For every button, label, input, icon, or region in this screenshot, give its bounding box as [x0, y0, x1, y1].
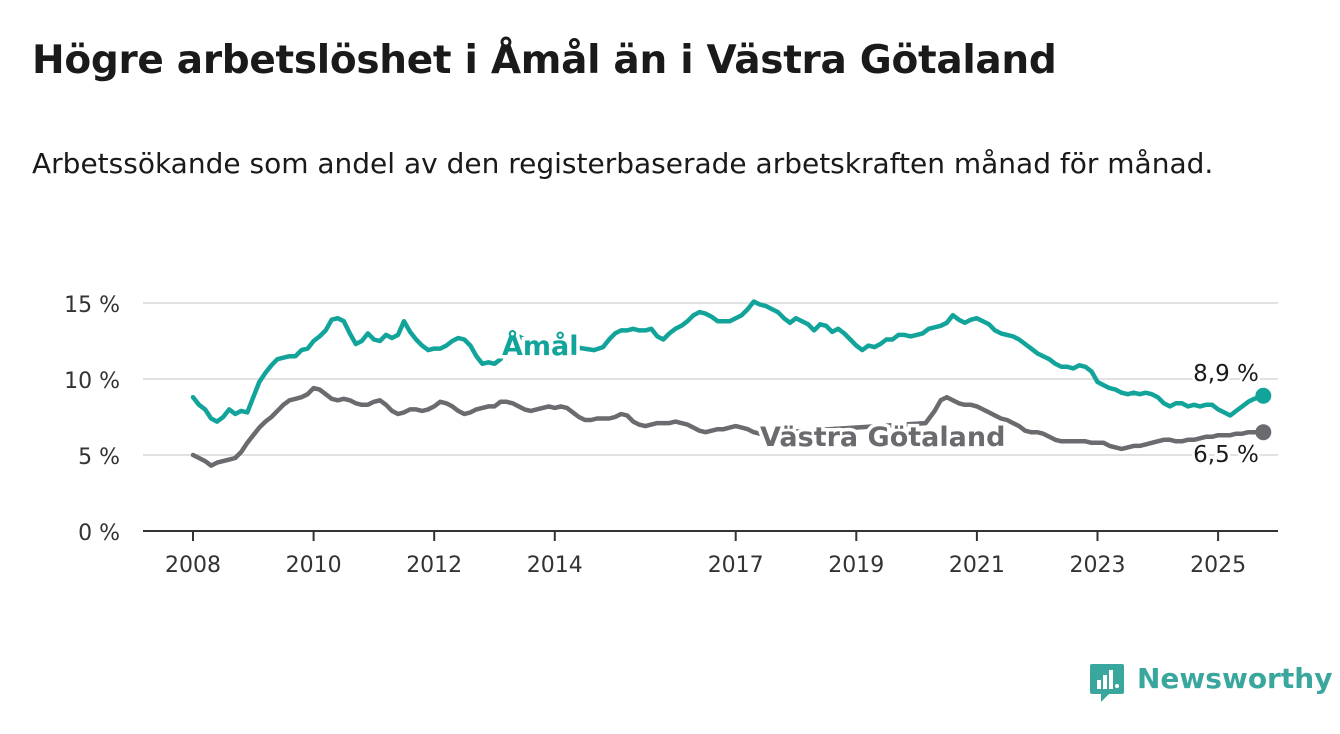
y-tick-label: 15 %: [64, 293, 120, 318]
series-name-label: Västra Götaland: [760, 422, 1005, 453]
x-tick-label: 2023: [1070, 553, 1126, 578]
x-tick-label: 2010: [286, 553, 342, 578]
series-line-amal: [190, 299, 1266, 424]
newsworthy-logo-icon: [1090, 664, 1124, 702]
axes: 0 % 5 % 10 % 15 % 2008 2010 2012 2014 2017 2019 20…: [64, 293, 1278, 578]
x-tick-label: 2008: [165, 553, 221, 578]
end-point-marker: [1255, 424, 1272, 441]
gridlines: [143, 302, 1278, 456]
y-tick-label: 0 %: [78, 521, 120, 546]
x-tick-label: 2012: [406, 553, 462, 578]
end-point-marker: [1255, 387, 1272, 404]
x-tick-label: 2021: [949, 553, 1005, 578]
series-labels: Åmål Västra Götaland 8,9 % 6,5 %: [499, 327, 1262, 471]
x-tick-label: 2025: [1190, 553, 1246, 578]
chart-subtitle: Arbetssökande som andel av den registerb…: [32, 147, 1214, 180]
series-line-vastra-gotaland: [190, 385, 1266, 468]
x-tick-label: 2014: [527, 553, 583, 578]
newsworthy-logo: Newsworthy: [1089, 662, 1332, 706]
end-value-label: 8,9 %: [1193, 361, 1259, 387]
newsworthy-wordmark: Newsworthy: [1137, 662, 1333, 695]
x-tick-label: 2019: [828, 553, 884, 578]
y-tick-label: 5 %: [78, 445, 120, 470]
chart-title: Högre arbetslöshet i Åmål än i Västra Gö…: [32, 38, 1057, 83]
y-tick-label: 10 %: [64, 369, 120, 394]
series-name-label: Åmål: [502, 330, 579, 362]
x-tick-label: 2017: [708, 553, 764, 578]
series-lines: [190, 299, 1272, 468]
end-value-label: 6,5 %: [1193, 442, 1259, 468]
